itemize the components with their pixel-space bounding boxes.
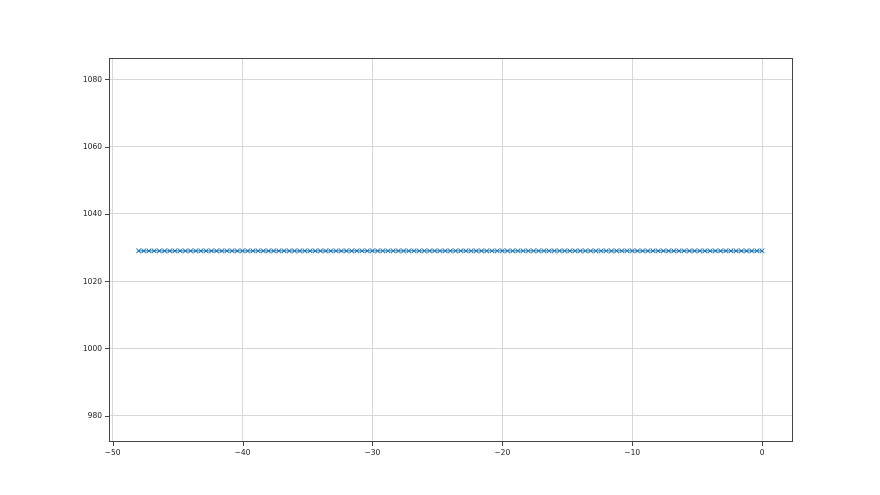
y-tick — [105, 281, 109, 283]
y-gridline — [110, 415, 792, 417]
x-gridline — [761, 59, 763, 441]
plot-area — [109, 58, 793, 442]
x-tick-label: −10 — [624, 448, 641, 457]
x-tick-label: −50 — [104, 448, 121, 457]
x-gridline — [112, 59, 114, 441]
y-gridline — [110, 347, 792, 349]
x-gridline — [371, 59, 373, 441]
y-gridline — [110, 213, 792, 215]
y-tick-label: 1080 — [82, 74, 102, 84]
y-tick-label: 1040 — [82, 209, 102, 219]
data-markers — [135, 248, 765, 254]
x-tick — [632, 442, 634, 446]
y-tick-label: 980 — [87, 411, 102, 421]
x-gridline — [242, 59, 243, 441]
y-tick — [105, 79, 109, 81]
y-tick-label: 1000 — [82, 343, 102, 353]
y-gridline — [110, 146, 792, 147]
y-gridline — [110, 78, 792, 80]
x-tick — [112, 442, 114, 446]
x-tick-label: −40 — [234, 448, 251, 457]
x-tick-label: −20 — [494, 448, 511, 457]
data-series-svg — [135, 248, 765, 254]
x-tick — [242, 442, 244, 446]
y-tick-label: 1060 — [82, 142, 102, 151]
y-tick-label: 1020 — [82, 276, 102, 286]
x-tick-label: −30 — [364, 448, 381, 457]
y-tick — [105, 213, 109, 215]
x-tick — [502, 442, 504, 446]
y-tick — [105, 146, 109, 148]
x-gridline — [501, 59, 503, 441]
x-tick — [372, 442, 374, 446]
x-tick — [762, 442, 764, 446]
x-tick-label: 0 — [759, 448, 765, 457]
y-tick — [105, 415, 109, 417]
x-gridline — [631, 59, 633, 441]
y-gridline — [110, 280, 792, 282]
y-tick — [105, 348, 109, 350]
